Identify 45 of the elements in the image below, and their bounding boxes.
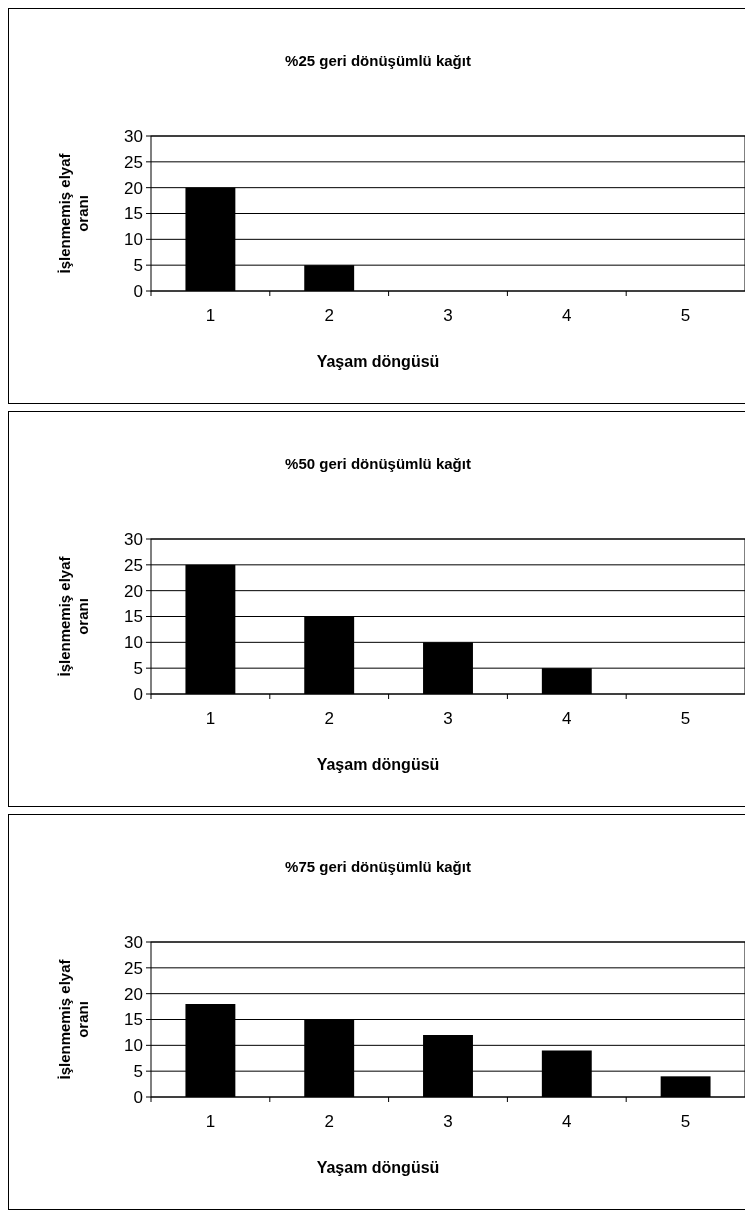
x-tick-label: 4	[562, 1112, 572, 1131]
y-tick-label: 5	[133, 256, 143, 276]
y-tick-label: 30	[124, 529, 143, 549]
y-tick-label: 0	[133, 684, 143, 704]
x-axis-title: Yaşam döngüsü	[316, 353, 440, 370]
x-tick-label: 3	[443, 306, 453, 325]
x-tick-label: 5	[680, 306, 691, 325]
y-axis-title: İşlenmemiş elyaf oranı	[56, 958, 91, 1080]
x-tick-label: 4	[562, 306, 572, 325]
y-tick-label: 25	[124, 152, 143, 172]
x-tick-label: 1	[205, 1112, 216, 1131]
chart-title: %50 geri dönüşümlü kağıt	[285, 455, 471, 472]
y-tick-label: 10	[124, 633, 143, 653]
y-tick-label: 30	[124, 126, 143, 146]
x-axis-title: Yaşam döngüsü	[316, 756, 440, 773]
x-tick-label: 2	[324, 306, 334, 325]
y-tick-label: 25	[124, 555, 143, 575]
y-tick-label: 15	[124, 607, 143, 627]
y-tick-label: 20	[124, 581, 143, 601]
y-tick-label: 0	[133, 281, 143, 301]
y-tick-label: 10	[124, 230, 143, 250]
y-axis-title: İşlenmemiş elyaf oranı	[56, 555, 91, 677]
x-tick-label: 3	[443, 709, 453, 728]
y-tick-label: 30	[124, 932, 143, 952]
x-tick-label: 4	[562, 709, 572, 728]
y-tick-label: 15	[124, 204, 143, 224]
y-tick-label: 20	[124, 984, 143, 1004]
y-tick-label: 0	[133, 1087, 143, 1107]
y-tick-label: 5	[133, 1062, 143, 1082]
x-tick-label: 2	[324, 1112, 334, 1131]
y-axis-title: İşlenmemiş elyaf oranı	[56, 152, 91, 274]
x-tick-label: 5	[680, 1112, 691, 1131]
y-tick-label: 25	[124, 958, 143, 978]
y-tick-label: 5	[133, 659, 143, 679]
x-tick-label: 1	[205, 709, 216, 728]
y-tick-label: 10	[124, 1036, 143, 1056]
y-tick-label: 15	[124, 1010, 143, 1030]
chart-title: %75 geri dönüşümlü kağıt	[285, 858, 471, 875]
x-axis-title: Yaşam döngüsü	[316, 1159, 440, 1176]
x-tick-label: 5	[680, 709, 691, 728]
x-tick-label: 2	[324, 709, 334, 728]
x-tick-label: 1	[205, 306, 216, 325]
x-tick-label: 3	[443, 1112, 453, 1131]
y-tick-label: 20	[124, 178, 143, 198]
chart-title: %25 geri dönüşümlü kağıt	[285, 52, 471, 69]
